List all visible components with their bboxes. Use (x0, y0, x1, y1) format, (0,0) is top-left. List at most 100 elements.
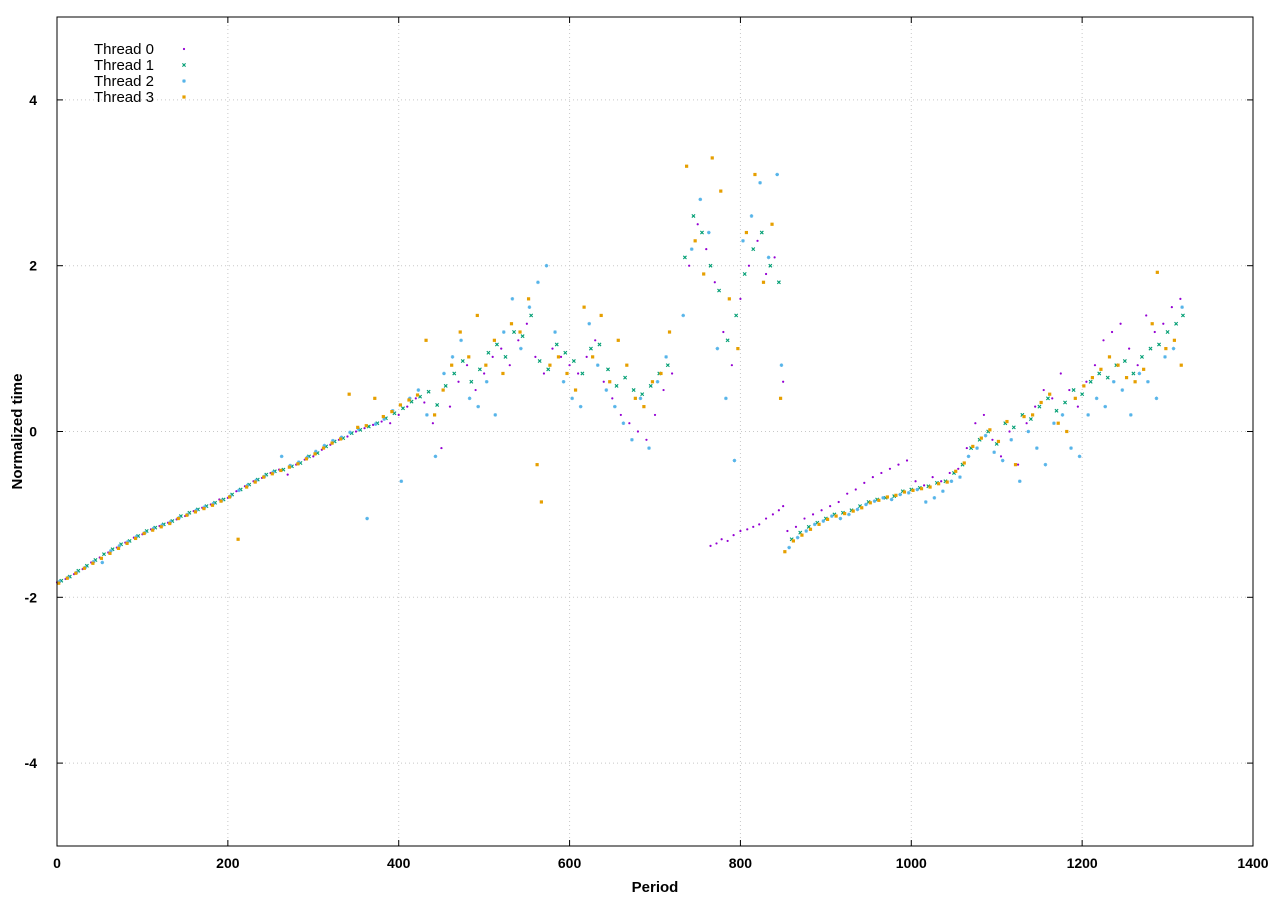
legend-label: Thread 0 (94, 41, 154, 58)
data-point (817, 522, 821, 526)
data-point (469, 379, 474, 384)
data-point (602, 380, 605, 383)
data-point (554, 342, 559, 347)
data-point (580, 371, 585, 376)
data-point (1155, 270, 1159, 274)
data-point (638, 396, 643, 401)
data-point (877, 498, 881, 502)
data-point (1157, 342, 1162, 347)
data-point (176, 516, 180, 521)
data-point (923, 484, 926, 487)
data-point (501, 371, 505, 376)
data-point (1059, 372, 1062, 375)
data-point (237, 488, 241, 493)
data-point (347, 392, 351, 396)
data-point (914, 480, 917, 483)
data-point (825, 517, 830, 521)
data-point (578, 404, 583, 409)
data-point (1077, 454, 1082, 459)
data-point (1073, 396, 1077, 400)
data-point (474, 388, 477, 392)
data-point (1009, 437, 1014, 442)
data-point (709, 544, 712, 548)
data-point (647, 446, 651, 450)
data-point (1030, 413, 1035, 417)
data-point (185, 513, 189, 517)
data-point (483, 372, 486, 375)
y-tick-label: -2 (25, 589, 38, 605)
data-point (619, 413, 622, 417)
data-point (770, 222, 774, 226)
data-point (509, 322, 514, 326)
data-point (655, 379, 660, 384)
data-point (650, 380, 655, 384)
data-point (614, 383, 619, 388)
data-point (398, 403, 403, 407)
data-point (975, 446, 979, 450)
data-point (126, 539, 130, 544)
data-point (902, 490, 907, 494)
data-point (526, 297, 531, 301)
data-point (1054, 408, 1059, 413)
data-point (821, 519, 826, 523)
data-point (1093, 364, 1097, 367)
data-point (582, 305, 586, 309)
data-point (565, 371, 569, 376)
data-point (563, 350, 568, 355)
data-point (271, 470, 275, 474)
data-point (1034, 405, 1037, 408)
data-point (988, 428, 992, 432)
series-3-points (57, 156, 1183, 585)
data-point (1043, 462, 1048, 467)
data-point (636, 430, 640, 433)
data-point (830, 514, 834, 518)
data-point (1153, 330, 1156, 334)
data-point (949, 479, 954, 484)
data-point (467, 355, 471, 359)
data-point (450, 363, 454, 367)
data-point (713, 281, 716, 284)
data-point (863, 481, 866, 484)
data-point (1110, 330, 1114, 334)
data-point (681, 313, 685, 318)
data-point (843, 511, 847, 516)
data-point (1000, 458, 1005, 463)
data-point (399, 479, 404, 484)
series-0-points (55, 223, 1182, 584)
data-point (1180, 313, 1185, 318)
data-point (457, 380, 460, 383)
data-point (1011, 425, 1016, 430)
data-point (744, 230, 749, 235)
data-point (381, 414, 385, 419)
data-point (773, 256, 776, 259)
data-point (577, 372, 580, 375)
data-point (693, 239, 697, 243)
data-point (595, 363, 600, 367)
data-point (426, 389, 431, 394)
data-point (1179, 297, 1182, 300)
data-point (855, 507, 860, 512)
data-point (262, 475, 266, 479)
data-point (1042, 388, 1045, 392)
data-point (1097, 371, 1102, 376)
data-point (670, 372, 674, 375)
data-point (613, 404, 617, 409)
data-point (872, 499, 877, 503)
data-point (726, 539, 729, 543)
data-point (940, 480, 943, 483)
data-point (539, 500, 543, 504)
data-point (756, 239, 759, 242)
x-tick-label: 1400 (1237, 855, 1268, 871)
data-point (931, 475, 934, 479)
legend-marker (182, 63, 186, 67)
data-point (512, 330, 517, 335)
data-point (588, 346, 593, 351)
data-point (535, 463, 539, 467)
data-point (771, 513, 774, 516)
data-point (65, 576, 69, 580)
data-point (235, 490, 238, 493)
data-point (616, 338, 620, 342)
data-point (786, 529, 789, 533)
data-point (442, 371, 446, 376)
data-point (958, 475, 962, 479)
